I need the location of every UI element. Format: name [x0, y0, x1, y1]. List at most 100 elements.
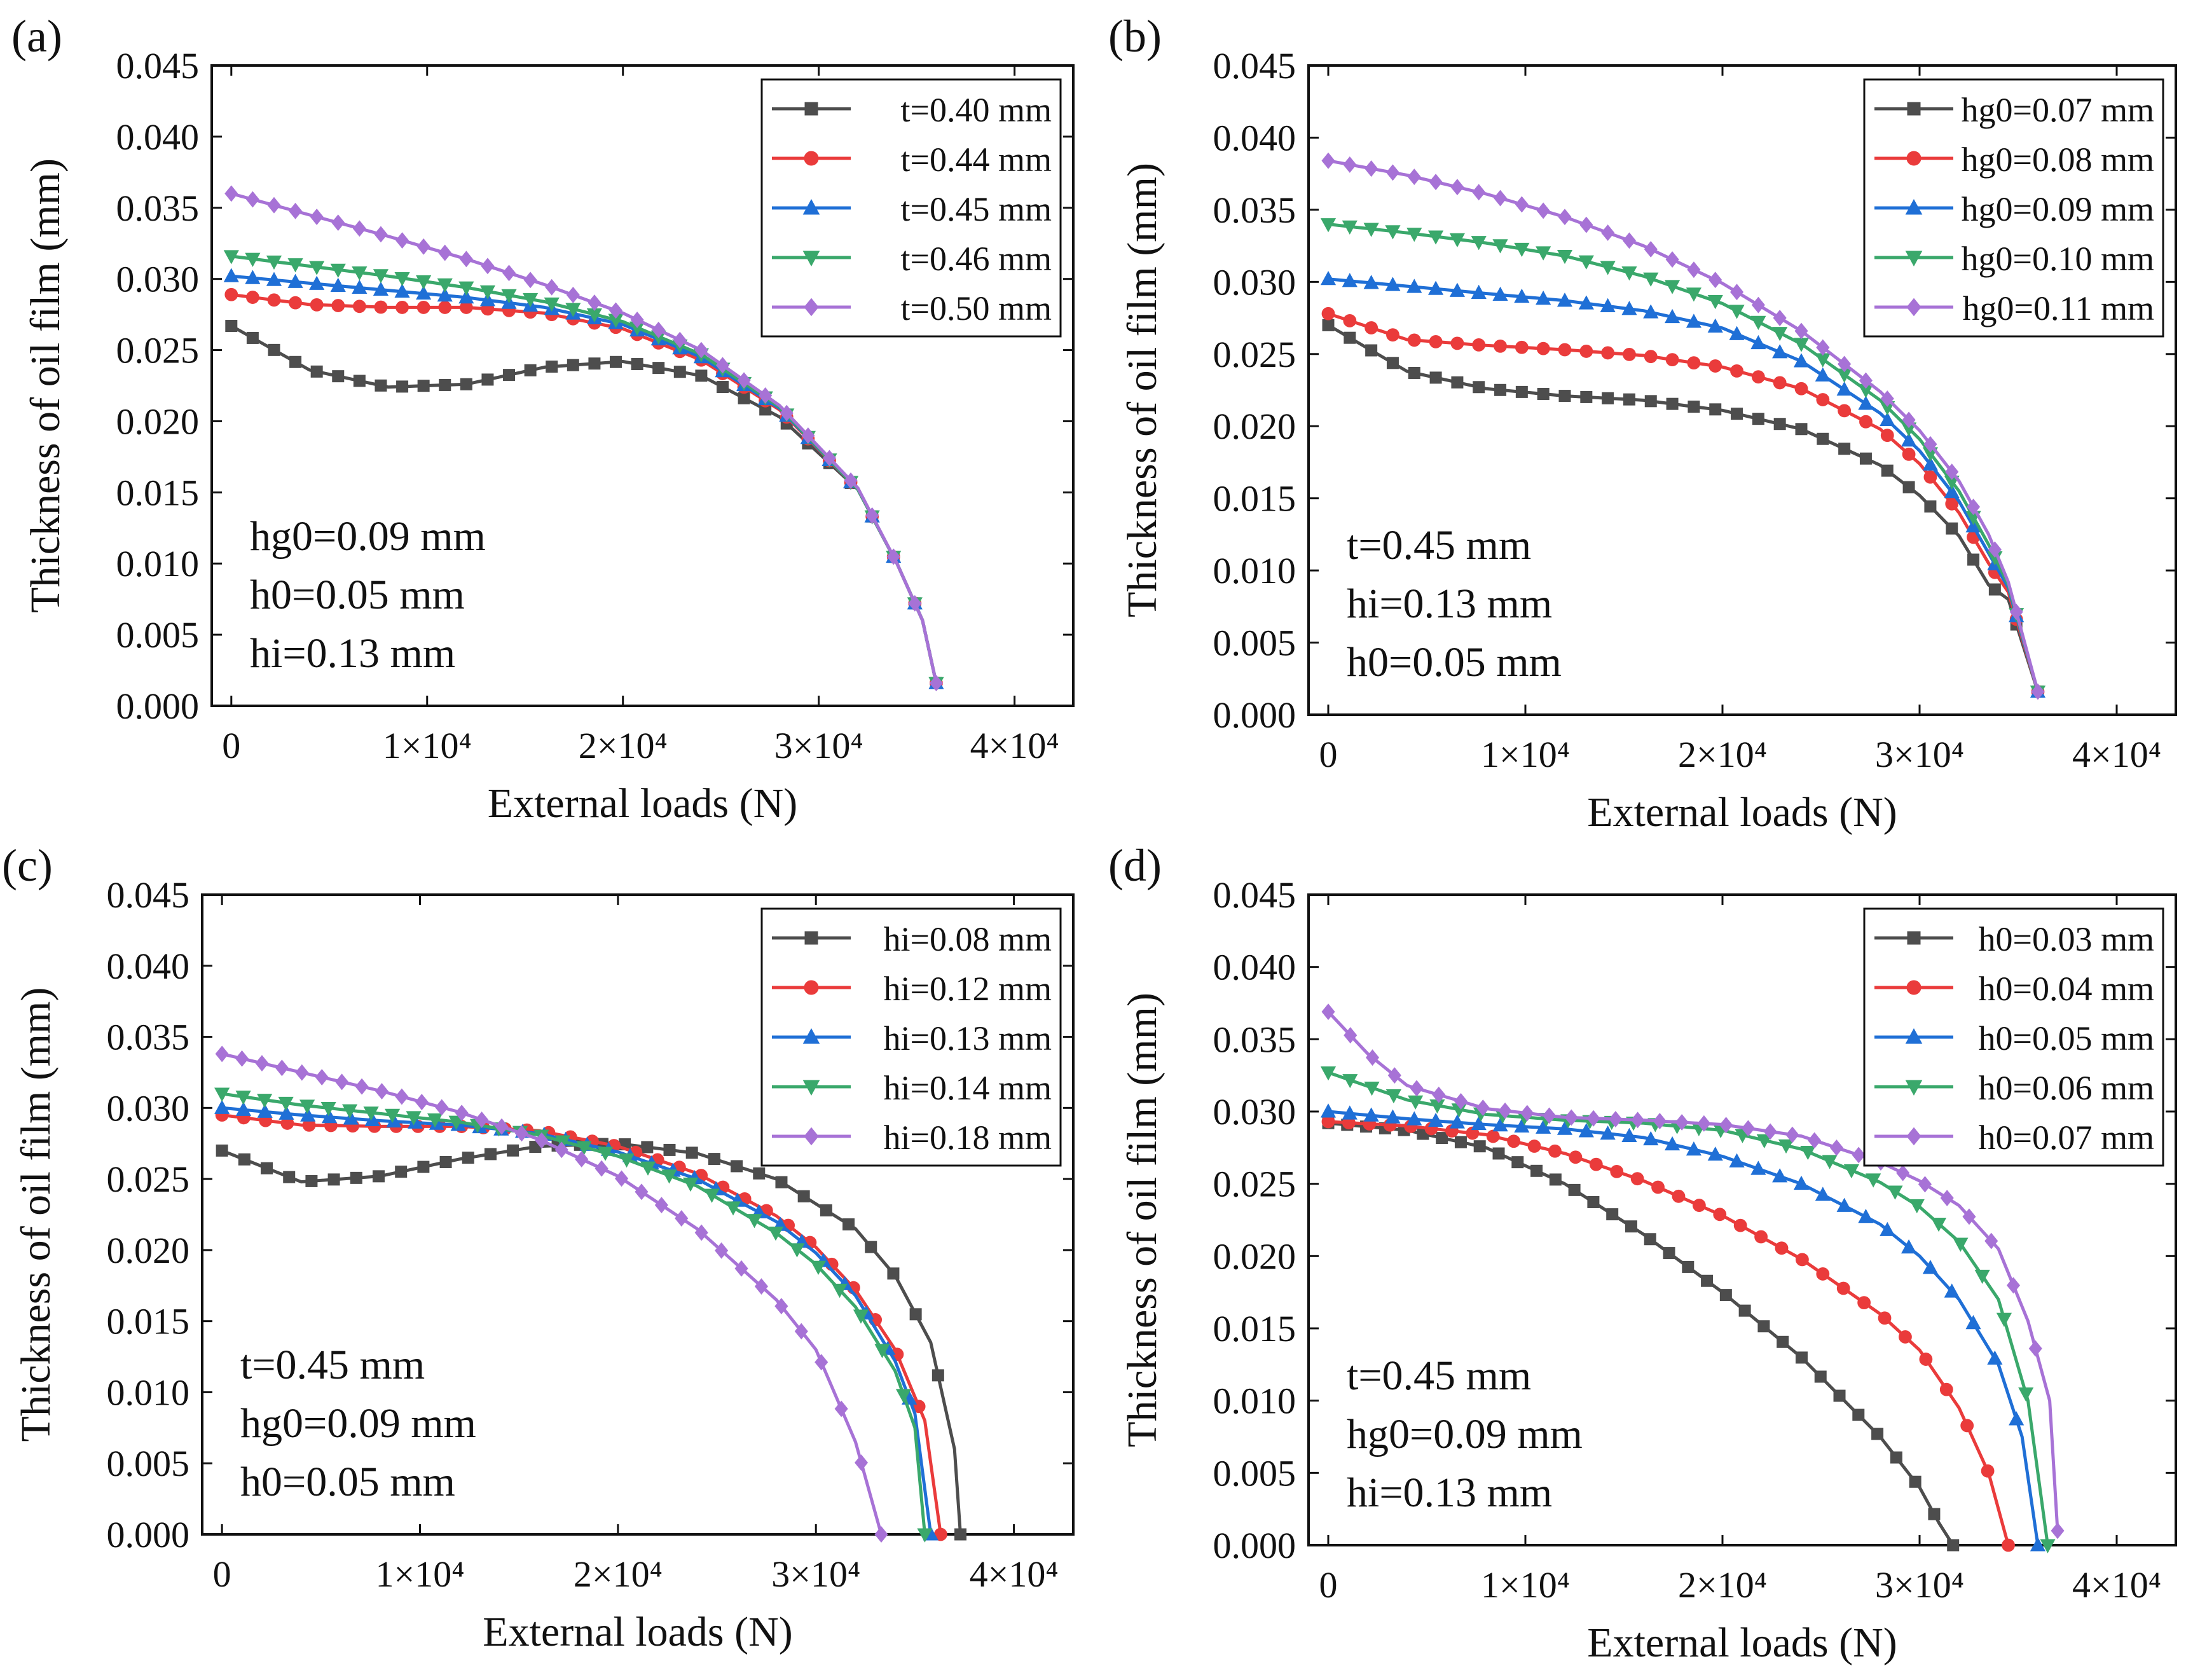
data-point: [1707, 1146, 1723, 1161]
data-point: [278, 1096, 294, 1112]
data-point: [352, 220, 366, 237]
annotation-text: hi=0.13 mm: [250, 630, 455, 677]
data-point: [375, 1083, 389, 1100]
data-point: [1756, 1134, 1772, 1148]
data-point: [257, 1094, 273, 1108]
data-point: [283, 1171, 296, 1183]
y-axis-label: Thickness of oil film (mm): [13, 988, 59, 1442]
legend-marker: [802, 1080, 820, 1096]
data-point: [566, 286, 580, 303]
legend-label: hi=0.13 mm: [884, 1019, 1052, 1057]
data-point: [1432, 1086, 1446, 1103]
y-tick-label: 0.015: [107, 1301, 190, 1342]
data-point: [330, 277, 346, 292]
data-point: [1947, 1539, 1960, 1552]
x-tick-label: 1×10⁴: [1481, 734, 1570, 775]
data-point: [1515, 340, 1529, 354]
data-point: [844, 472, 858, 489]
data-point: [725, 1201, 741, 1216]
y-tick-label: 0.040: [107, 946, 190, 987]
data-point: [1600, 298, 1616, 312]
data-point: [1514, 1118, 1530, 1133]
data-point: [1880, 1222, 1895, 1236]
data-point: [1793, 353, 1810, 368]
legend-marker: [802, 198, 820, 215]
data-point: [1507, 1134, 1521, 1148]
legend-marker: [1905, 251, 1923, 267]
y-tick-label: 0.010: [1213, 1380, 1296, 1422]
data-point: [1578, 255, 1594, 270]
data-point: [1773, 376, 1787, 390]
data-point: [1494, 383, 1507, 396]
data-point: [661, 1169, 677, 1184]
x-tick-label: 3×10⁴: [1875, 734, 1964, 775]
data-point: [780, 404, 794, 422]
data-point: [1729, 1153, 1745, 1167]
data-point: [694, 341, 708, 359]
data-point: [287, 258, 303, 273]
series-line: [221, 1092, 926, 1535]
data-point: [523, 272, 537, 289]
annotation-text: hg0=0.09 mm: [240, 1400, 476, 1447]
data-point: [223, 268, 239, 282]
data-point: [287, 273, 303, 288]
data-point: [1754, 1230, 1768, 1244]
data-point: [310, 365, 323, 378]
data-point: [1515, 385, 1528, 398]
data-point: [1537, 387, 1550, 400]
data-point: [1568, 1183, 1581, 1196]
data-point: [1564, 1109, 1578, 1126]
data-point: [1763, 1123, 1777, 1140]
data-point: [335, 1073, 349, 1091]
data-point: [245, 291, 259, 304]
data-point: [1579, 345, 1593, 358]
data-point: [1981, 1464, 1995, 1478]
data-point: [1536, 290, 1551, 305]
x-axis-label: External loads (N): [483, 1609, 793, 1655]
data-point: [352, 266, 368, 281]
data-point: [1321, 1003, 1335, 1021]
data-point: [1944, 1283, 1960, 1298]
data-point: [1719, 1289, 1732, 1302]
data-point: [267, 293, 281, 307]
data-point: [775, 1176, 788, 1188]
x-tick-label: 3×10⁴: [1875, 1564, 1964, 1606]
data-point: [352, 279, 368, 294]
data-point: [1407, 333, 1421, 347]
x-tick-label: 2×10⁴: [574, 1553, 663, 1595]
y-tick-label: 0.005: [1213, 623, 1296, 664]
data-point: [1320, 1066, 1337, 1081]
data-point: [774, 1298, 788, 1315]
annotation-text: h0=0.05 mm: [1347, 639, 1562, 685]
legend-label: t=0.50 mm: [901, 289, 1052, 327]
legend-marker: [1905, 1080, 1923, 1096]
data-point: [435, 1099, 449, 1116]
data-point: [350, 1171, 362, 1184]
data-point: [1644, 350, 1658, 364]
legend-label: h0=0.05 mm: [1979, 1019, 2154, 1057]
data-point: [1643, 304, 1659, 319]
y-tick-label: 0.025: [1213, 334, 1296, 375]
data-point: [1494, 189, 1508, 207]
legend-label: t=0.44 mm: [901, 141, 1052, 179]
data-point: [1901, 1239, 1917, 1254]
data-point: [1816, 339, 1830, 356]
data-point: [1922, 456, 1938, 471]
data-point: [1408, 366, 1420, 379]
panel-label: (d): [1108, 840, 1162, 891]
data-point: [1687, 261, 1701, 279]
data-point: [954, 1528, 967, 1541]
data-point: [1621, 301, 1637, 315]
data-point: [545, 279, 559, 296]
data-point: [715, 1242, 729, 1259]
data-point: [266, 255, 282, 270]
data-point: [416, 275, 432, 290]
data-point: [1473, 381, 1485, 394]
data-point: [385, 1108, 401, 1124]
data-point: [315, 1069, 329, 1085]
data-point: [865, 507, 879, 524]
data-point: [364, 1112, 380, 1127]
data-point: [1385, 277, 1401, 291]
data-point: [475, 1111, 489, 1128]
data-point: [355, 1078, 369, 1095]
